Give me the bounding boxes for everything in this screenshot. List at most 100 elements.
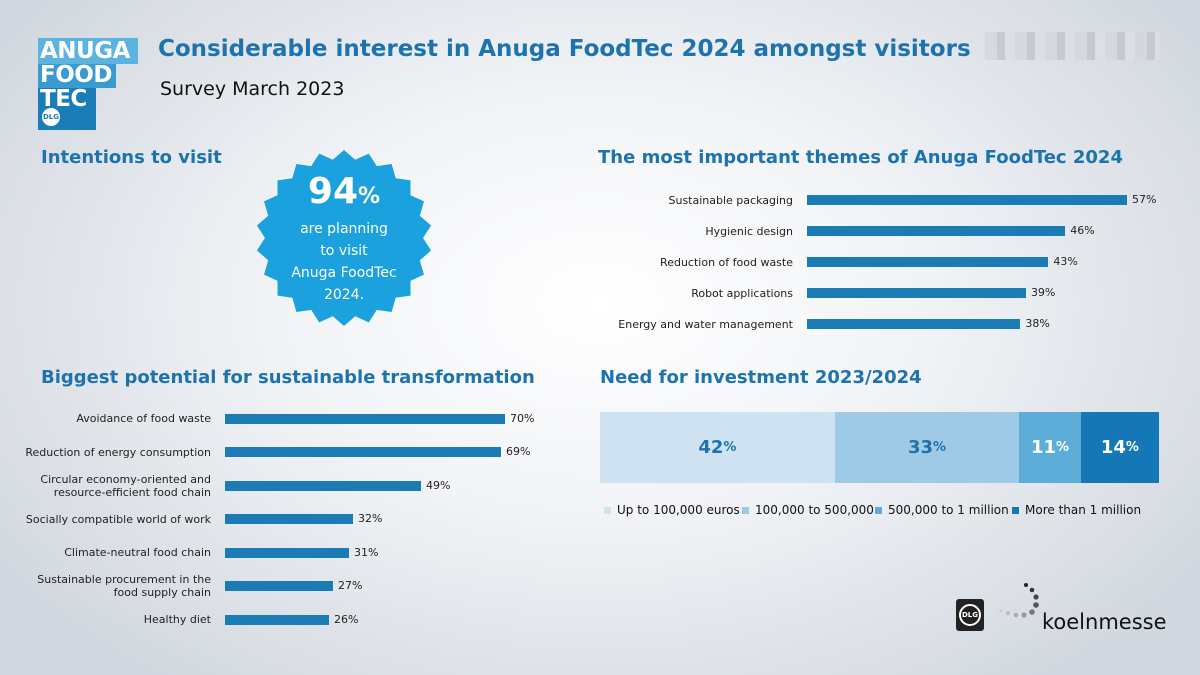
bar-value-label: 70%: [510, 411, 535, 425]
bar-category-label-line: Sustainable procurement in the: [37, 573, 211, 586]
bar-value-label: 38%: [1025, 317, 1050, 330]
bar-value-label: 27%: [338, 579, 363, 592]
intentions-text: are planning to visit Anuga FoodTec 2024…: [254, 218, 434, 306]
segment-unit: %: [1056, 440, 1070, 455]
dlg-footer-text: DLG: [959, 604, 981, 626]
big-number-value: 94: [307, 171, 359, 212]
segment-value: 33: [907, 437, 934, 458]
bar-value-label: 46%: [1070, 224, 1095, 237]
bar-value-label: 39%: [1030, 286, 1056, 299]
bar-category-label: Sustainable procurement in the food suppl…: [0, 573, 211, 599]
logo-line-1: ANUGA: [40, 38, 130, 64]
dlg-footer-logo: DLG: [956, 599, 984, 631]
bar-category-label-line: resource-efficient food chain: [53, 485, 211, 499]
bar-category-label-line: Energy and water management: [618, 317, 793, 331]
legend-swatch: [604, 506, 611, 514]
bar-category-label-line: Socially compatible world of work: [25, 512, 211, 526]
big-number-unit: %: [358, 184, 381, 209]
intentions-big-number: 94%: [254, 172, 434, 217]
redacted-area: [985, 32, 1160, 60]
burst-polygon: [256, 150, 432, 326]
bar-category-label: Robot applications: [493, 287, 793, 300]
bar-value-label: 43%: [1053, 255, 1078, 268]
segment-unit: %: [933, 440, 947, 455]
bar-category-label-line: Sustainable packaging: [668, 193, 794, 207]
legend-item: More than 1 million: [1012, 503, 1141, 517]
bar-category-label: Sustainable packaging: [493, 193, 794, 207]
page-title: Considerable interest in Anuga FoodTec 2…: [158, 36, 971, 62]
bar: [225, 614, 329, 625]
bar: [807, 288, 1026, 298]
legend-item: 500,000 to 1 million: [875, 503, 1009, 517]
stacked-segment: 14%: [1080, 412, 1159, 483]
bar-category-label: Circular economy-oriented and resource-ef…: [0, 473, 211, 499]
bar-category-label: Hygienic design: [493, 225, 793, 238]
bar-category-label-line: Circular economy-oriented and: [40, 472, 211, 486]
bar-category-label-line: Hygienic design: [705, 224, 793, 238]
intentions-burst: 94% are planning to visit Anuga FoodTec …: [254, 148, 434, 328]
bar: [807, 319, 1021, 329]
bar-value-label: 69%: [506, 445, 531, 458]
bar-category-label-line: Reduction of food waste: [660, 255, 793, 269]
bar-category-label-line: Robot applications: [691, 286, 793, 300]
bar-category-label: Reduction of food waste: [493, 256, 793, 269]
bar-category-label-line: Healthy diet: [143, 613, 211, 626]
logo-line-2: FOOD: [40, 62, 112, 88]
segment-unit: %: [723, 440, 737, 455]
bar-value-label: 49%: [426, 478, 451, 492]
legend-swatch: [875, 506, 882, 514]
burst-shape: [256, 150, 432, 326]
legend-label: 100,000 to 500,000: [755, 503, 874, 517]
bar-category-label: Climate-neutral food chain: [0, 546, 211, 559]
themes-heading: The most important themes of Anuga FoodT…: [598, 147, 1123, 168]
bar-category-label: Energy and water management: [493, 318, 793, 331]
legend-item: 100,000 to 500,000: [742, 503, 874, 517]
anuga-foodtec-logo: ANUGA FOOD TEC DLG: [38, 38, 138, 130]
segment-unit: %: [1125, 440, 1139, 455]
legend-label: Up to 100,000 euros: [617, 503, 740, 517]
koelnmesse-dots-icon: [999, 583, 1039, 618]
stacked-segment: 33%: [834, 412, 1020, 483]
bar-value-label: 26%: [334, 612, 359, 626]
dlg-badge: DLG: [42, 108, 60, 126]
bar-category-label-line: Avoidance of food waste: [76, 412, 211, 425]
legend-item: Up to 100,000 euros: [604, 503, 740, 517]
bar-category-label-line: Climate-neutral food chain: [64, 546, 211, 559]
bar-value-label: 31%: [354, 545, 379, 559]
bar-category-label: Socially compatible world of work: [0, 513, 211, 526]
segment-value: 14: [1100, 437, 1126, 458]
intentions-line: Anuga FoodTec: [291, 265, 397, 281]
page-subtitle: Survey March 2023: [160, 78, 345, 100]
legend-label: 500,000 to 1 million: [888, 503, 1009, 517]
intentions-heading: Intentions to visit: [41, 147, 222, 168]
bar: [807, 257, 1049, 267]
bar-category-label: Healthy diet: [0, 613, 211, 626]
bar: [225, 581, 333, 591]
bar: [225, 447, 501, 457]
logo-line-3: TEC: [40, 86, 87, 112]
legend-swatch: [742, 506, 749, 514]
bar-value-label: 32%: [358, 512, 383, 525]
bar-category-label: Reduction of energy consumption: [0, 446, 211, 459]
bar: [225, 413, 505, 424]
bar: [807, 195, 1127, 205]
intentions-line: to visit: [320, 243, 368, 259]
bar: [807, 226, 1066, 236]
segment-value: 42: [698, 437, 724, 458]
legend-swatch: [1012, 506, 1019, 514]
bar: [225, 480, 421, 491]
bar-category-label-line: Reduction of energy consumption: [25, 445, 211, 459]
segment-value: 11: [1030, 437, 1056, 458]
legend-label: More than 1 million: [1025, 503, 1142, 517]
bar-category-label: Avoidance of food waste: [0, 412, 211, 425]
bar-category-label-line: food supply chain: [113, 586, 211, 599]
bar: [225, 547, 349, 558]
intentions-line: are planning: [300, 221, 388, 237]
investment-heading: Need for investment 2023/2024: [600, 367, 922, 388]
koelnmesse-logo-text: koelnmesse: [1042, 610, 1167, 634]
stacked-segment: 11%: [1019, 412, 1081, 483]
bar-value-label: 57%: [1132, 193, 1157, 206]
